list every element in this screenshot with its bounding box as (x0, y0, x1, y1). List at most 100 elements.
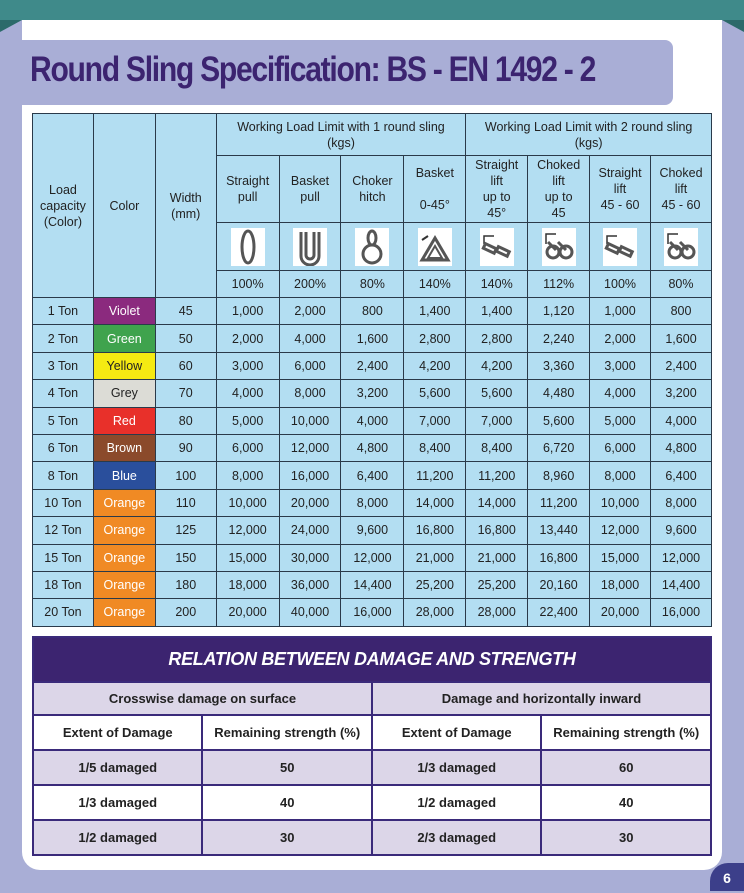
wll-value: 25,200 (465, 570, 529, 600)
header-mode-line: lift (674, 182, 688, 196)
wll-value: 4,000 (340, 406, 405, 435)
width-mm: 180 (154, 570, 217, 600)
page-number: 6 (710, 863, 744, 891)
wll-value: 1,600 (340, 324, 405, 353)
group-inward: Damage and horizontally inward (370, 681, 713, 716)
wll-value: 6,400 (340, 461, 405, 490)
wll-value: 1,120 (527, 296, 591, 326)
color-swatch: Orange (92, 488, 156, 518)
wll-value: 3,360 (527, 351, 591, 381)
wll-value: 1,600 (650, 324, 712, 353)
table-row: 4 Ton Grey 70 4,000 8,000 3,200 5,600 5,600 4,48… (32, 379, 712, 408)
wll-value: 4,000 (650, 406, 712, 435)
wll-value: 10,000 (278, 406, 342, 435)
mode-percentage: 200% (278, 270, 342, 298)
wll-value: 8,000 (589, 461, 651, 490)
extent-of-damage: 1/2 damaged (31, 819, 204, 856)
load-capacity: 20 Ton (32, 598, 94, 627)
wll-value: 13,440 (527, 516, 591, 545)
width-mm: 100 (154, 461, 217, 490)
wll-value: 8,000 (278, 379, 342, 408)
banner-fold-left (0, 20, 22, 32)
straight-pull-icon (230, 227, 265, 266)
two-sling-straight-icon (479, 227, 514, 266)
header-mode-line: Choked (659, 166, 703, 180)
two-sling-choked-icon (664, 227, 698, 266)
wll-value: 16,000 (278, 461, 342, 490)
wll-value: 9,600 (650, 516, 712, 545)
specification-table: Load capacity (Color) Color Width (mm) Work… (32, 113, 712, 627)
header-mode: Straight lift up to 45° (465, 155, 529, 223)
wll-value: 30,000 (278, 543, 342, 572)
wll-value: 20,160 (527, 570, 591, 600)
header-mode-line: Straight (598, 166, 642, 180)
header-mode-line: hitch (359, 190, 386, 204)
load-capacity: 18 Ton (32, 570, 94, 600)
wll-value: 12,000 (589, 516, 651, 545)
wll-value: 12,000 (650, 543, 712, 572)
table-row: 10 Ton Orange 110 10,000 20,000 8,000 14,000 14… (32, 488, 712, 518)
wll-value: 5,600 (465, 379, 529, 408)
color-swatch: Orange (92, 598, 156, 627)
header-mode: Straight lift 45 - 60 (589, 155, 651, 223)
wll-value: 7,000 (465, 406, 529, 435)
wll-value: 16,800 (527, 543, 591, 572)
color-swatch: Yellow (92, 351, 156, 381)
header-mode: Basket 0-45° (403, 155, 467, 223)
wll-value: 16,000 (650, 598, 712, 627)
wll-value: 14,000 (465, 488, 529, 518)
table-row: 1/5 damaged 50 1/3 damaged 60 (31, 749, 712, 786)
mode-percentage: 80% (340, 270, 405, 298)
header-mode-line: 45° (487, 206, 507, 220)
wll-value: 12,000 (215, 516, 280, 545)
wll-value: 22,400 (527, 598, 591, 627)
table-row: 1/3 damaged 40 1/2 damaged 40 (31, 784, 712, 821)
group-crosswise: Crosswise damage on surface (32, 681, 373, 716)
remaining-strength: 60 (540, 749, 712, 786)
wll-value: 10,000 (215, 488, 280, 518)
wll-value: 2,000 (215, 324, 280, 353)
header-mode: Basket pull (278, 155, 342, 223)
wll-value: 14,400 (650, 570, 712, 600)
wll-value: 6,720 (527, 433, 591, 463)
header-double-sling-group: Working Load Limit with 2 round sling (k… (465, 113, 712, 156)
header-mode-line: 45 - 60 (661, 198, 701, 212)
width-mm: 110 (154, 488, 217, 518)
two-sling-straight-icon (603, 227, 638, 266)
mode-percentage: 100% (589, 270, 651, 298)
header-mode-line: lift (552, 174, 565, 188)
load-capacity: 4 Ton (32, 379, 94, 408)
table-row: 18 Ton Orange 180 18,000 36,000 14,400 25,200 2… (32, 570, 712, 600)
mode-percentage: 112% (527, 270, 591, 298)
color-swatch: Orange (92, 516, 156, 545)
wll-value: 18,000 (215, 570, 280, 600)
width-mm: 90 (154, 433, 217, 463)
wll-value: 4,200 (403, 351, 467, 381)
extent-of-damage: 1/5 damaged (31, 749, 204, 786)
table-row: 3 Ton Yellow 60 3,000 6,000 2,400 4,200 4,200 3,… (32, 351, 712, 381)
wll-value: 12,000 (278, 433, 342, 463)
wll-value: 1,000 (589, 296, 651, 326)
wll-value: 4,000 (215, 379, 280, 408)
wll-value: 20,000 (589, 598, 651, 627)
basket-angle-icon (417, 227, 452, 266)
header-mode-line: lift (613, 182, 627, 196)
wll-value: 20,000 (278, 488, 342, 518)
mode-percentage: 100% (215, 270, 280, 298)
header-mode-line: Straight (226, 174, 270, 188)
wll-value: 9,600 (340, 516, 405, 545)
wll-value: 6,400 (650, 461, 712, 490)
wll-value: 7,000 (403, 406, 467, 435)
wll-value: 1,400 (465, 296, 529, 326)
icon-cell (278, 222, 342, 271)
wll-value: 5,000 (215, 406, 280, 435)
wll-value: 25,200 (403, 570, 467, 600)
extent-of-damage: 1/3 damaged (370, 749, 543, 786)
extent-of-damage: 2/3 damaged (370, 819, 543, 856)
wll-value: 28,000 (465, 598, 529, 627)
header-extent: Extent of Damage (370, 714, 543, 751)
remaining-strength: 50 (201, 749, 373, 786)
wll-value: 2,240 (527, 324, 591, 353)
wll-value: 8,400 (465, 433, 529, 463)
header-mode-line: 0-45° (419, 198, 450, 212)
